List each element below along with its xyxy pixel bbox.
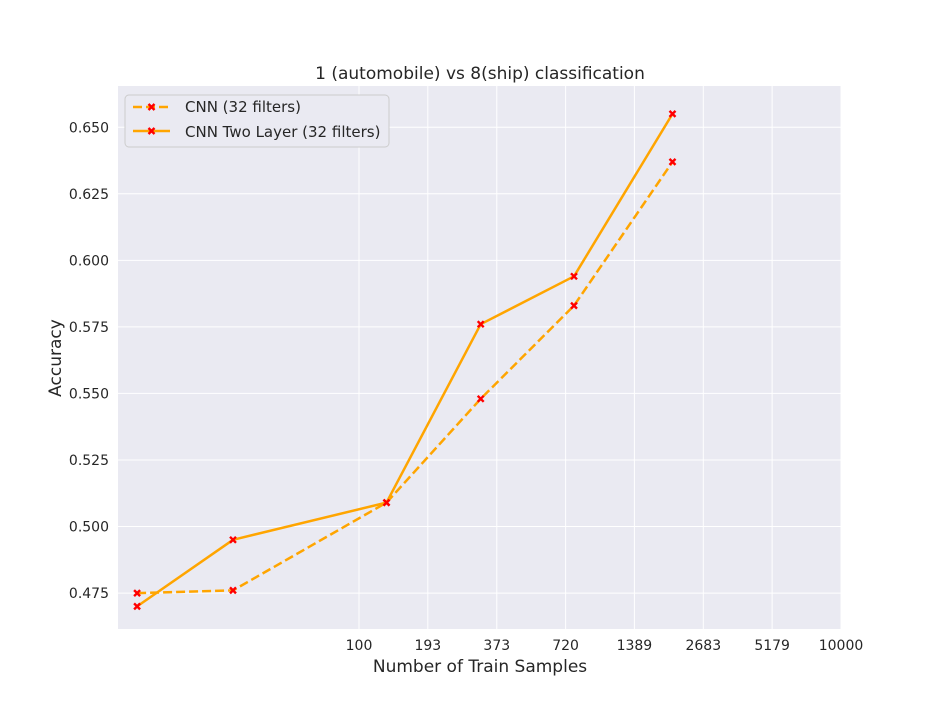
x-tick-label: 1389 xyxy=(617,638,653,654)
data-point-series-2 xyxy=(570,272,578,281)
legend-box xyxy=(124,94,390,148)
chart-title: 1 (automobile) vs 8(ship) classification xyxy=(315,64,645,84)
data-point-series-2 xyxy=(133,602,141,611)
x-tick-label: 193 xyxy=(414,638,441,654)
legend-label-2: CNN Two Layer (32 filters) xyxy=(185,123,380,141)
data-point-marker xyxy=(133,602,141,611)
y-tick-label: 0.650 xyxy=(69,120,109,136)
y-tick-label: 0.475 xyxy=(69,586,109,602)
legend-label-1: CNN (32 filters) xyxy=(185,98,301,116)
data-point-marker xyxy=(668,110,677,118)
y-tick-label: 0.500 xyxy=(69,520,109,536)
data-point-series-1 xyxy=(570,301,578,310)
data-point-marker xyxy=(476,394,485,403)
y-tick-label: 0.625 xyxy=(69,187,109,203)
data-point-marker xyxy=(570,301,578,310)
y-tick-label: 0.550 xyxy=(69,386,109,402)
y-axis-label: Accuracy xyxy=(46,319,66,397)
y-tick-labels: 0.475 0.500 0.525 0.550 0.575 0.600 0.625 0.650 xyxy=(69,120,109,602)
legend-marker-2 xyxy=(147,127,156,135)
data-point-marker xyxy=(570,272,578,281)
data-point-marker xyxy=(133,589,141,597)
x-tick-label: 2683 xyxy=(685,638,721,654)
x-axis-label: Number of Train Samples xyxy=(373,657,587,677)
data-point-series-2 xyxy=(382,498,391,507)
data-point-marker xyxy=(668,158,677,166)
data-point-marker xyxy=(229,586,237,595)
data-point-series-2 xyxy=(229,535,237,544)
data-point-series-2 xyxy=(476,320,485,329)
x-tick-label: 373 xyxy=(483,638,510,654)
data-point-marker xyxy=(382,498,391,507)
x-tick-label: 720 xyxy=(552,638,579,654)
data-point-marker xyxy=(229,535,237,544)
series-line-1 xyxy=(137,161,674,595)
x-tick-label: 10000 xyxy=(819,638,864,654)
data-point-series-1 xyxy=(229,586,237,595)
y-tick-label: 0.575 xyxy=(69,320,109,336)
data-point-series-1 xyxy=(476,394,485,403)
data-point-series-2 xyxy=(668,110,677,118)
x-tick-labels: 100 193 373 720 1389 2683 5179 10000 xyxy=(346,638,864,654)
plot-area xyxy=(118,86,841,629)
series-layer xyxy=(133,110,677,611)
series-line-2 xyxy=(136,113,674,608)
legend-marker-1 xyxy=(147,103,156,111)
data-point-series-1 xyxy=(133,589,141,597)
data-point-series-1 xyxy=(668,158,677,166)
y-tick-label: 0.600 xyxy=(69,253,109,269)
x-tick-label: 100 xyxy=(346,638,373,654)
y-tick-label: 0.525 xyxy=(69,453,109,469)
x-tick-label: 5179 xyxy=(754,638,790,654)
legend: CNN (32 filters) CNN Two Layer (32 filte… xyxy=(124,94,390,148)
data-point-marker xyxy=(476,320,485,329)
